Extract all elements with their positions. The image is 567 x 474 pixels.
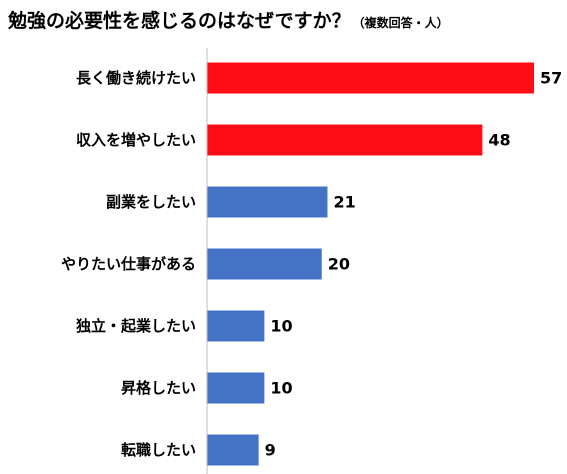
value-label: 48 bbox=[488, 131, 510, 150]
value-label: 21 bbox=[333, 193, 355, 212]
chart-subtitle: （複数回答・人） bbox=[352, 16, 449, 30]
value-label: 9 bbox=[265, 441, 276, 460]
chart-title-block: 勉強の必要性を感じるのはなぜですか？ （複数回答・人） bbox=[8, 6, 449, 33]
value-label: 10 bbox=[270, 317, 292, 336]
category-label: 収入を増やしたい bbox=[76, 131, 196, 149]
category-label: 副業をしたい bbox=[106, 193, 196, 211]
bar bbox=[207, 124, 483, 156]
bar bbox=[207, 248, 322, 280]
category-label: 昇格したい bbox=[121, 379, 196, 397]
chart-title: 勉強の必要性を感じるのはなぜですか？ bbox=[8, 10, 351, 32]
value-label: 20 bbox=[328, 255, 350, 274]
bar bbox=[207, 310, 265, 342]
bar bbox=[207, 372, 265, 404]
value-label: 10 bbox=[270, 379, 292, 398]
bar bbox=[207, 186, 328, 218]
bar bbox=[207, 434, 259, 466]
category-label: 独立・起業したい bbox=[76, 317, 196, 335]
category-label: 長く働き続けたい bbox=[76, 69, 196, 87]
bar bbox=[207, 62, 534, 94]
value-label: 57 bbox=[540, 69, 562, 88]
category-label: やりたい仕事がある bbox=[61, 255, 196, 273]
category-label: 転職したい bbox=[121, 441, 196, 459]
